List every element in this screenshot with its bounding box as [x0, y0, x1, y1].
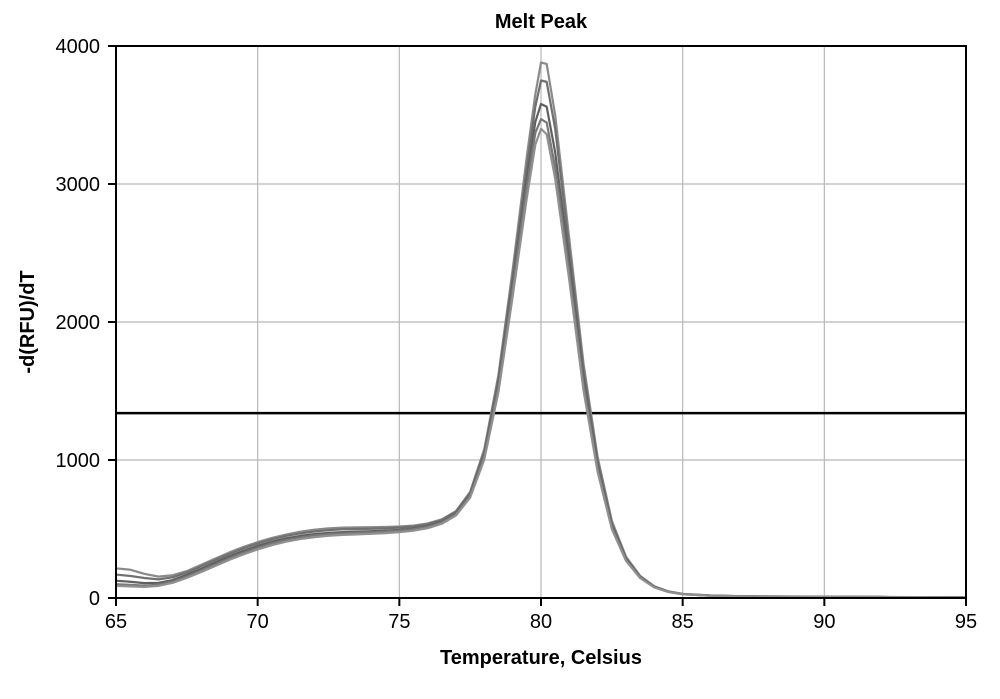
y-axis-label: -d(RFU)/dT: [17, 270, 39, 373]
ytick-label: 1000: [56, 450, 101, 472]
melt-peak-chart: 65 70 75 80 85 90 95 0 1000 2000 3000 4000 Melt Peak…: [0, 0, 1000, 699]
chart-title: Melt Peak: [495, 11, 588, 33]
xtick-label: 90: [813, 611, 835, 633]
xtick-label: 95: [955, 611, 977, 633]
xtick-label: 65: [105, 611, 127, 633]
xtick-label: 70: [247, 611, 269, 633]
x-axis-label: Temperature, Celsius: [440, 647, 642, 669]
chart-svg: 65 70 75 80 85 90 95 0 1000 2000 3000 4000 Melt Peak…: [0, 0, 1000, 699]
ytick-label: 3000: [56, 174, 101, 196]
ytick-label: 4000: [56, 36, 101, 58]
ytick-label: 0: [89, 588, 100, 610]
xtick-label: 75: [388, 611, 410, 633]
xtick-label: 85: [672, 611, 694, 633]
xtick-label: 80: [530, 611, 552, 633]
ytick-label: 2000: [56, 312, 101, 334]
